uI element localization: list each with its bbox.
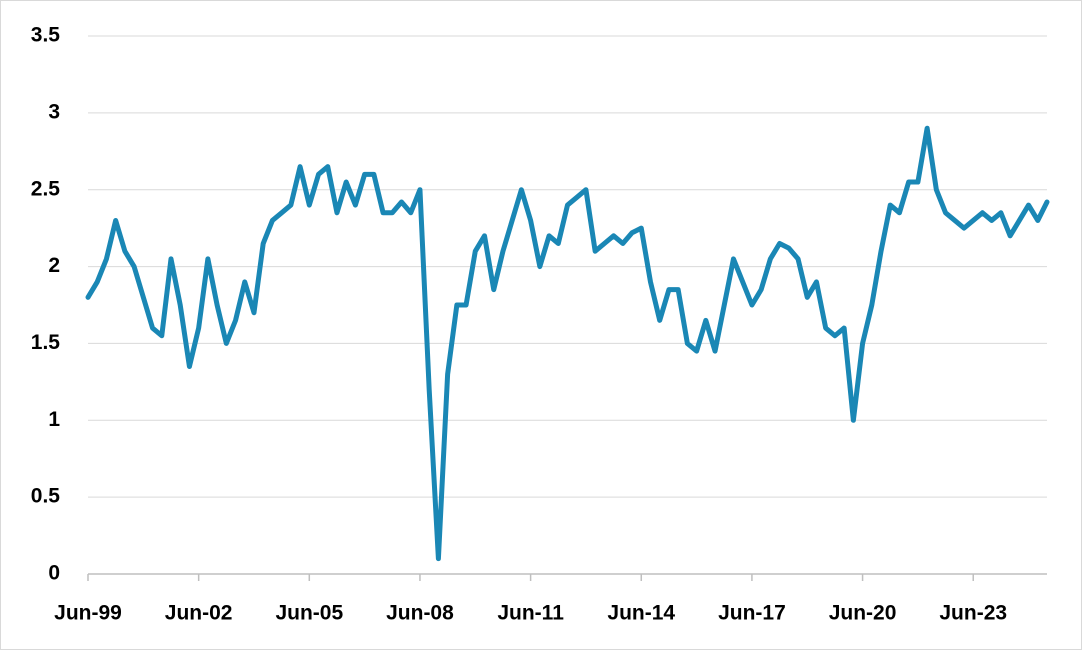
x-tick-label: Jun-99 bbox=[54, 602, 122, 625]
x-tick-label: Jun-11 bbox=[497, 602, 564, 625]
data-line bbox=[85, 125, 1050, 562]
x-tick-label: Jun-02 bbox=[165, 602, 233, 625]
y-tick-label: 2 bbox=[48, 254, 60, 277]
y-tick-label: 1 bbox=[48, 408, 60, 431]
x-tick-label: Jun-05 bbox=[275, 602, 343, 625]
x-tick-label: Jun-14 bbox=[607, 602, 675, 625]
x-tick-label: Jun-20 bbox=[829, 602, 897, 625]
y-tick-label: 2.5 bbox=[31, 177, 61, 200]
y-tick-label: 0.5 bbox=[31, 485, 61, 508]
x-tick-label: Jun-23 bbox=[939, 602, 1007, 625]
y-tick-label: 3.5 bbox=[31, 24, 61, 47]
x-tick-label: Jun-08 bbox=[386, 602, 454, 625]
y-tick-label: 1.5 bbox=[31, 331, 61, 354]
y-tick-label: 0 bbox=[48, 562, 60, 585]
y-tick-label: 3 bbox=[48, 100, 60, 123]
x-tick-label: Jun-17 bbox=[718, 602, 786, 625]
